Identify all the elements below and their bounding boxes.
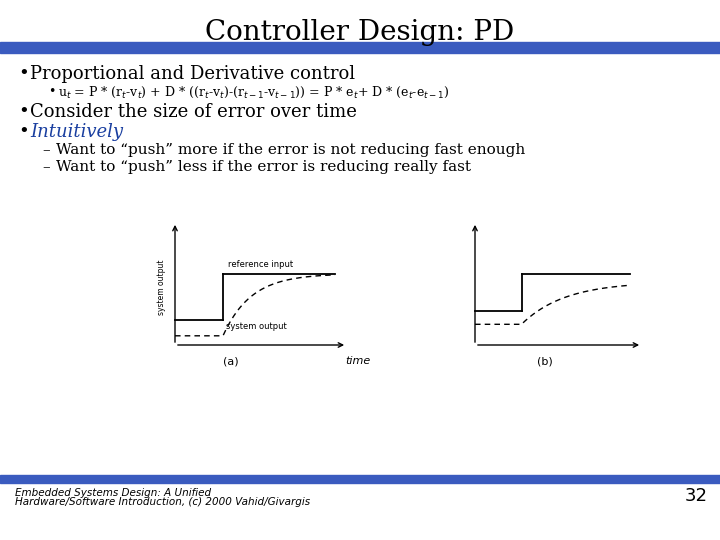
Text: •: • <box>48 85 55 98</box>
Text: •: • <box>18 103 29 121</box>
Text: u$_t$ = P * (r$_t$-v$_t$) + D * ((r$_t$-v$_t$)-(r$_{t-1}$-v$_{t-1}$)) = P * e$_t: u$_t$ = P * (r$_t$-v$_t$) + D * ((r$_t$-… <box>58 84 449 99</box>
Bar <box>0 42 720 53</box>
Text: Intuitively: Intuitively <box>30 123 123 141</box>
Text: Want to “push” more if the error is not reducing fast enough: Want to “push” more if the error is not … <box>56 143 526 157</box>
Text: –: – <box>42 143 50 157</box>
Bar <box>0 475 720 483</box>
Text: •: • <box>18 123 29 141</box>
Text: system output: system output <box>226 322 287 330</box>
Text: Want to “push” less if the error is reducing really fast: Want to “push” less if the error is redu… <box>56 160 471 174</box>
Text: Controller Design: PD: Controller Design: PD <box>205 18 515 45</box>
Text: Embedded Systems Design: A Unified: Embedded Systems Design: A Unified <box>15 488 211 498</box>
Text: (a): (a) <box>223 356 239 366</box>
Text: –: – <box>42 160 50 174</box>
Text: 32: 32 <box>685 487 708 505</box>
Text: Proportional and Derivative control: Proportional and Derivative control <box>30 65 355 83</box>
Text: Consider the size of error over time: Consider the size of error over time <box>30 103 357 121</box>
Text: (b): (b) <box>537 356 553 366</box>
Text: Hardware/Software Introduction, (c) 2000 Vahid/Givargis: Hardware/Software Introduction, (c) 2000… <box>15 497 310 507</box>
Text: time: time <box>345 356 370 366</box>
Text: •: • <box>18 65 29 83</box>
Text: system output: system output <box>156 260 166 315</box>
Text: reference input: reference input <box>228 260 293 269</box>
